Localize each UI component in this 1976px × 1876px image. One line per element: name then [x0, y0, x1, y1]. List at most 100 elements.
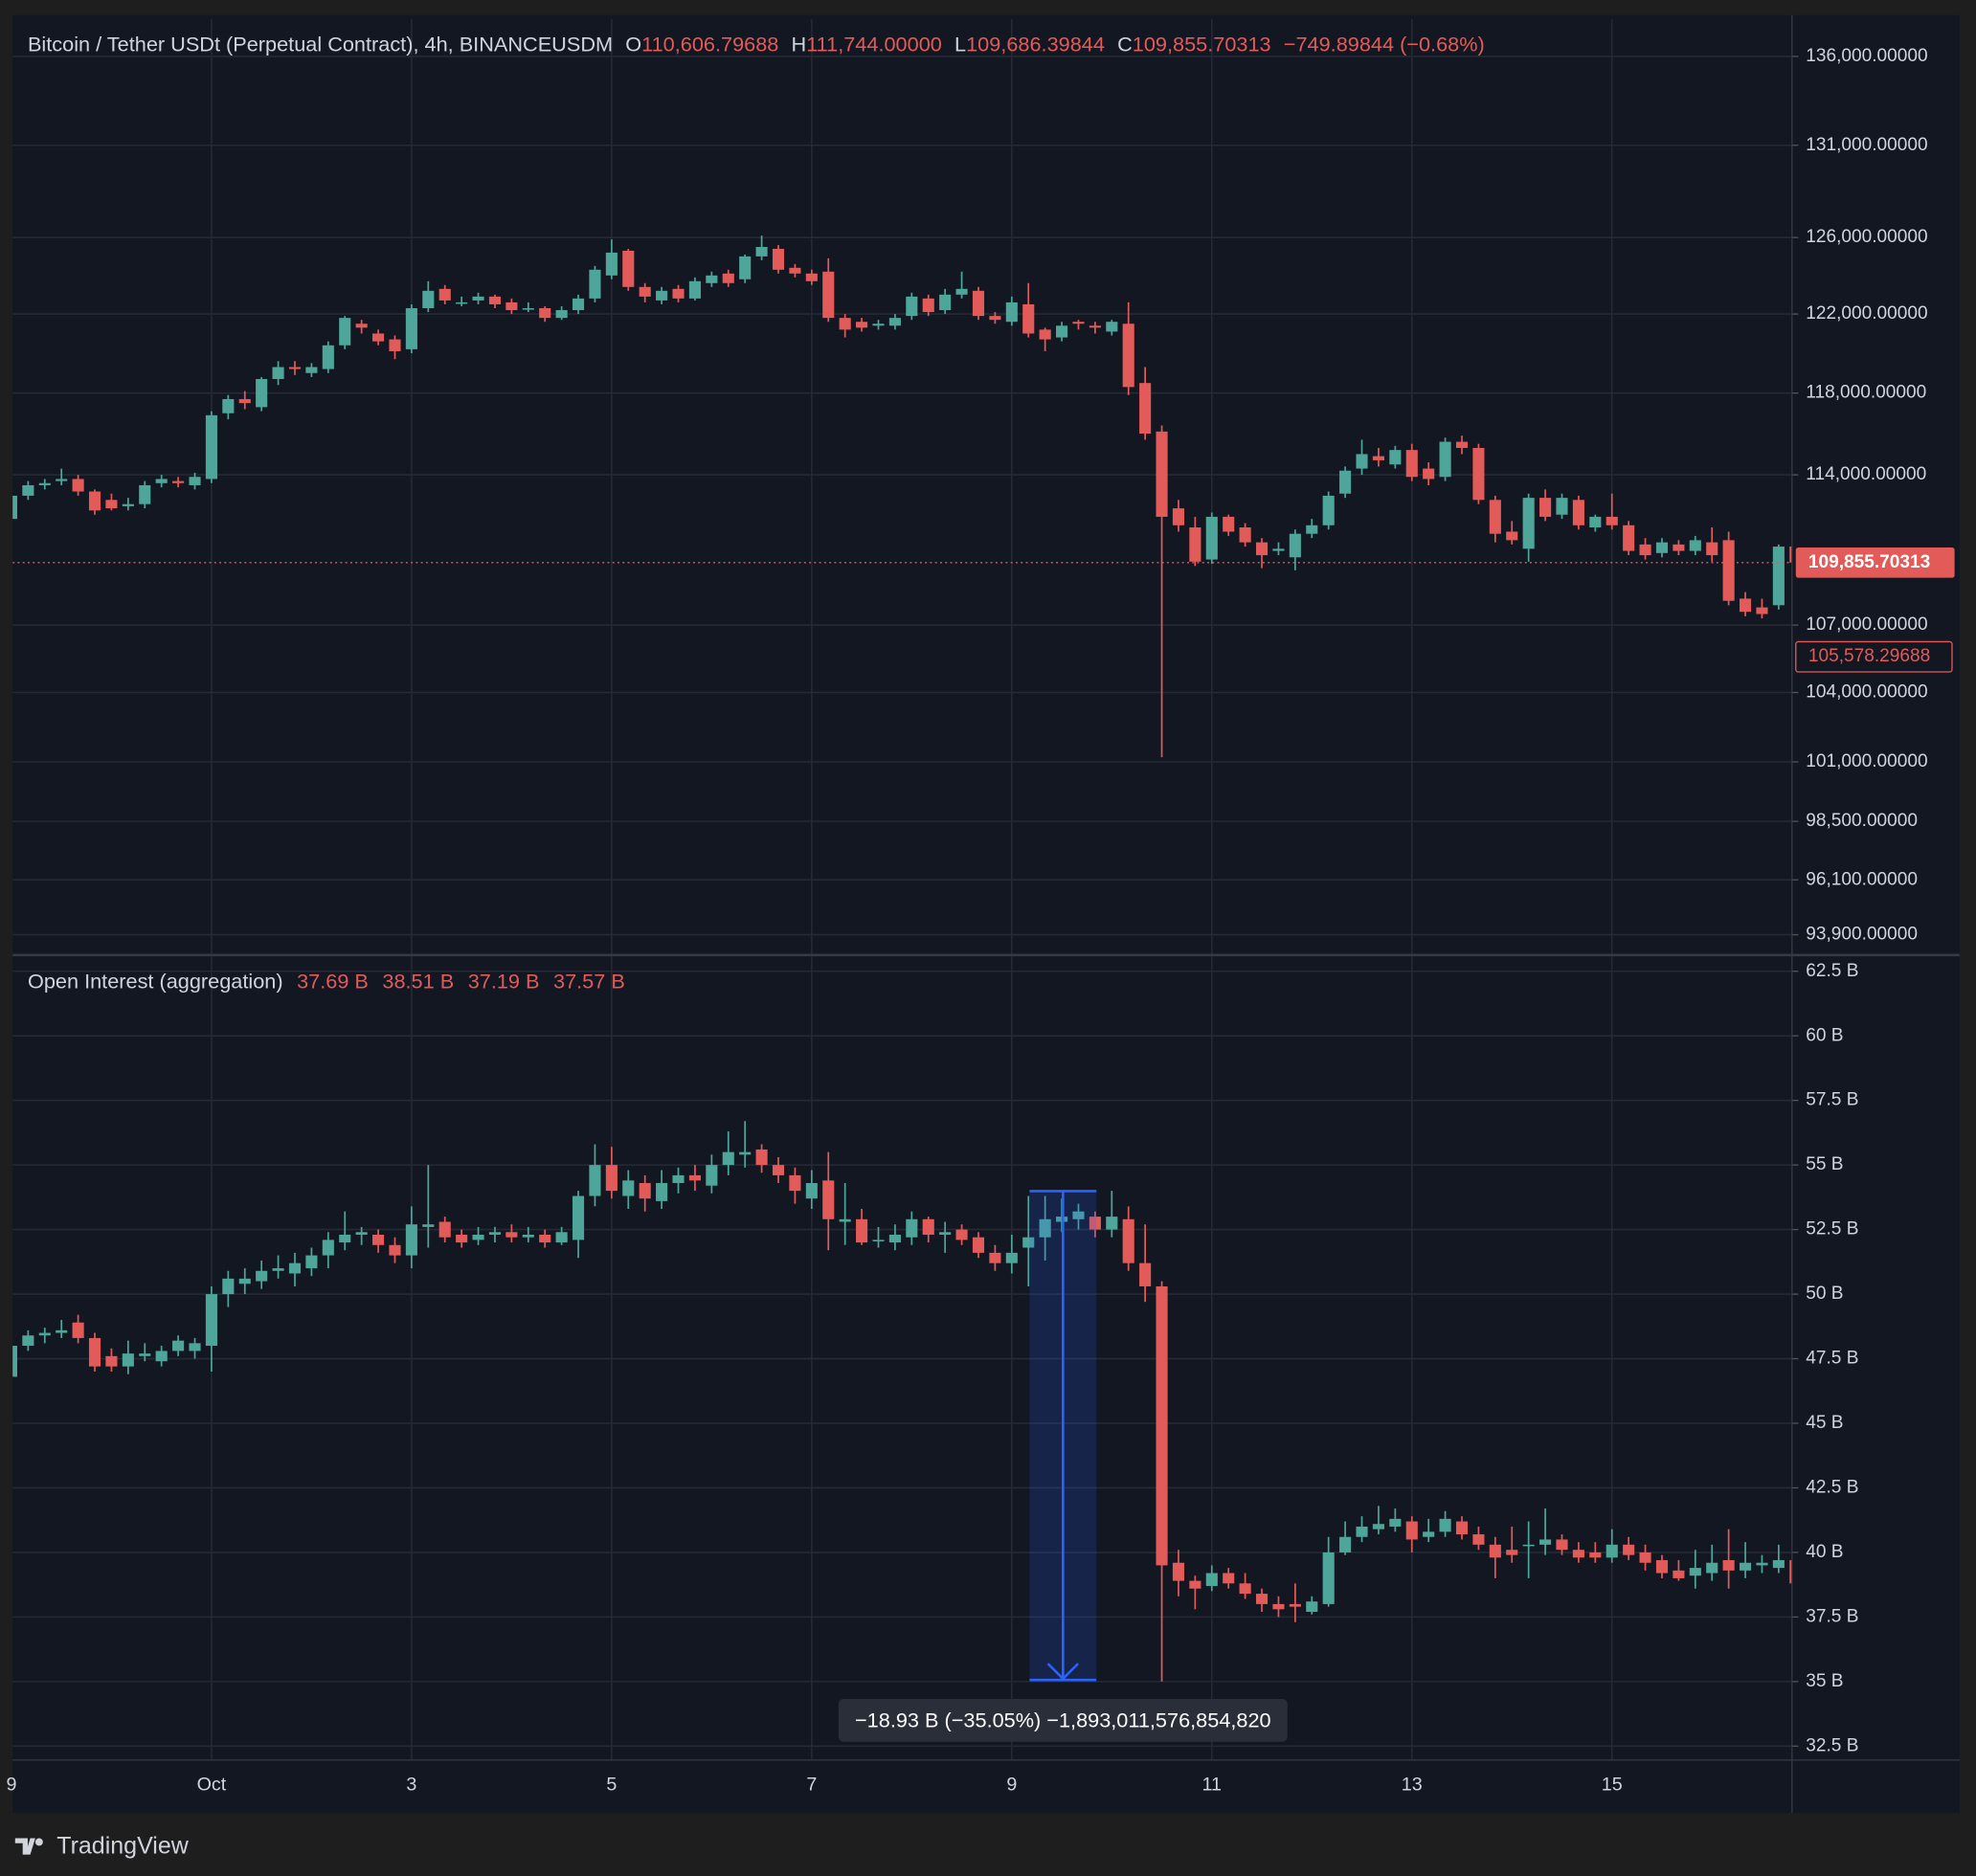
candle-body: [339, 318, 351, 346]
candle-body: [1089, 1217, 1101, 1230]
y-tick-label: 118,000.00000: [1806, 383, 1926, 403]
candle-body: [722, 1151, 734, 1166]
x-tick-label: 15: [1602, 1774, 1623, 1795]
candle-body: [1056, 325, 1068, 338]
candle-body: [555, 310, 568, 319]
candle-body: [1272, 548, 1285, 551]
candle-body: [1655, 1560, 1669, 1574]
y-tick-label: 101,000.00000: [1806, 751, 1927, 771]
candle-body: [1106, 1217, 1118, 1230]
candle-body: [1306, 525, 1318, 534]
y-tick-label: 45 B: [1806, 1413, 1843, 1433]
candle-body: [288, 1262, 302, 1274]
candle-body: [1072, 322, 1085, 324]
candle-body: [605, 1165, 618, 1192]
x-tick-label: 13: [1402, 1774, 1423, 1795]
y-tick-label: 136,000.00000: [1806, 46, 1927, 66]
x-tick-label: 5: [606, 1774, 617, 1795]
candle-body: [1589, 516, 1602, 528]
candle-body: [1089, 325, 1101, 328]
candle-body: [605, 252, 618, 276]
candle-body: [1239, 1583, 1251, 1595]
candle-body: [906, 1218, 918, 1238]
candle-body: [222, 1278, 235, 1295]
candle-body: [1539, 498, 1552, 517]
candle-body: [288, 367, 302, 369]
candle-body: [688, 1174, 701, 1181]
candle-body: [155, 1351, 168, 1362]
candle-body: [1439, 1518, 1451, 1532]
legend-key: C: [1117, 32, 1133, 56]
candle-body: [772, 248, 785, 270]
y-tick-label: 32.5 B: [1806, 1735, 1858, 1755]
candle-body: [1339, 1536, 1352, 1552]
candle-body: [1673, 544, 1685, 551]
y-tick-label: 104,000.00000: [1806, 682, 1927, 703]
candle-body: [872, 324, 885, 326]
y-tick-label: 35 B: [1806, 1671, 1843, 1691]
legend-value: 109,686.39844: [966, 32, 1105, 56]
x-tick-label: 9: [1006, 1774, 1017, 1795]
x-tick-label: 7: [806, 1774, 817, 1795]
y-tick-label: 131,000.00000: [1806, 135, 1927, 155]
candle-body: [989, 1252, 1001, 1263]
candle-body: [1189, 1580, 1201, 1589]
candle-body: [1289, 1603, 1301, 1607]
candle-body: [822, 1180, 835, 1219]
candle-body: [238, 398, 251, 404]
candle-body: [672, 1174, 685, 1184]
candle-body: [639, 1183, 651, 1199]
candle-body: [305, 367, 318, 373]
candle-body: [1405, 450, 1418, 478]
candle-body: [1423, 468, 1435, 480]
candle-body: [1623, 1544, 1635, 1555]
candle-body: [1423, 1531, 1435, 1537]
candle-body: [789, 267, 801, 274]
candle-body: [955, 288, 968, 295]
candle-body: [272, 1268, 284, 1271]
y-tick-label: 96,100.00000: [1806, 869, 1918, 889]
candle-body: [405, 1224, 417, 1256]
candle-body: [1122, 1218, 1134, 1263]
candle-body: [1739, 598, 1752, 613]
candle-body: [1072, 1211, 1085, 1219]
candle-body: [972, 290, 985, 317]
legend-key: L: [954, 32, 966, 56]
candle-body: [805, 273, 818, 281]
candle-body: [539, 1234, 551, 1243]
candle-body: [722, 273, 734, 283]
x-tick-label: 11: [1202, 1774, 1223, 1795]
legend-value: 38.51 B: [382, 969, 454, 993]
candle-body: [1489, 500, 1501, 534]
candle-body: [355, 1232, 368, 1235]
candle-body: [1789, 1560, 1792, 1584]
y-tick-label: 52.5 B: [1806, 1219, 1858, 1240]
candle-body: [856, 322, 868, 328]
overlay: 9 Oct 3 5 7 9 11 13 15 136,000.00000 131,000.00000…: [6, 32, 1955, 1795]
y-tick-label: 126,000.00000: [1806, 227, 1927, 247]
candle-body: [1272, 1603, 1285, 1610]
candle-body: [688, 280, 701, 299]
candle-body: [1172, 508, 1185, 525]
candle-body: [172, 480, 185, 483]
candle-body: [1039, 329, 1051, 340]
candle-body: [322, 1240, 334, 1256]
candle-body: [1639, 544, 1651, 556]
candle-body: [1156, 431, 1168, 517]
candle-body: [38, 482, 51, 485]
candle-body: [72, 1322, 84, 1338]
candle-body: [589, 1165, 601, 1196]
candle-body: [1255, 542, 1269, 556]
candle-body: [555, 1232, 568, 1243]
candle-body: [139, 484, 151, 504]
candle-body: [656, 1183, 668, 1201]
measure-label-box: [838, 1698, 1288, 1742]
candle-body: [539, 307, 551, 319]
candle-body: [155, 479, 168, 483]
candle-body: [12, 495, 18, 520]
candle-body: [422, 1224, 435, 1227]
candle-body: [1772, 547, 1785, 606]
candle-body: [1223, 516, 1235, 532]
candle-body: [656, 290, 668, 301]
